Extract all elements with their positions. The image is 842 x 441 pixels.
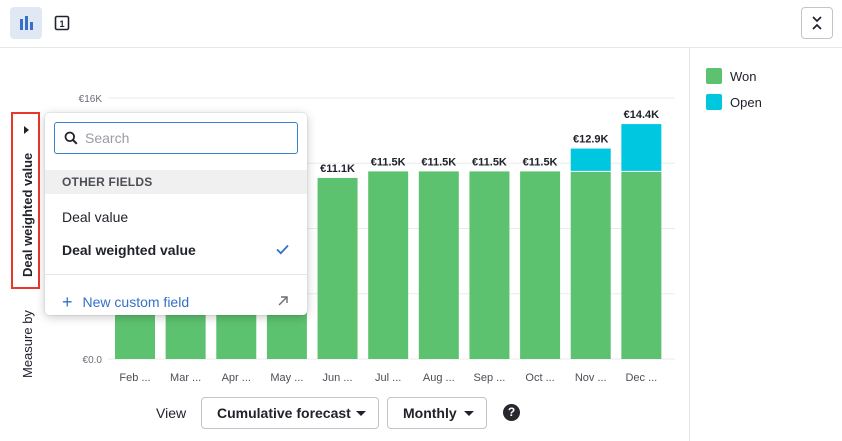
legend-label: Won — [730, 68, 757, 84]
bar-won — [520, 171, 561, 359]
bar-chart-icon — [20, 16, 33, 30]
external-link-icon — [278, 296, 288, 306]
panel-divider — [689, 48, 690, 441]
menu-item-deal-weighted-value[interactable]: Deal weighted value — [45, 234, 307, 266]
bar-won — [570, 171, 611, 359]
menu-item-label: Deal weighted value — [62, 242, 196, 258]
x-tick-label: Aug ... — [423, 372, 455, 384]
bar-total-label: €11.5K — [421, 156, 456, 168]
search-field[interactable] — [54, 122, 298, 154]
chart-view-button[interactable] — [10, 7, 42, 39]
bar-won — [621, 171, 662, 359]
single-value-view-button[interactable]: 1 — [46, 7, 78, 39]
legend-swatch-open — [706, 94, 722, 110]
x-tick-label: May ... — [270, 372, 303, 384]
collapse-button[interactable] — [801, 7, 833, 39]
measure-dropdown: OTHER FIELDS Deal value Deal weighted va… — [45, 113, 307, 315]
svg-text:1: 1 — [59, 19, 64, 29]
menu-item-deal-value[interactable]: Deal value — [45, 201, 307, 233]
legend-item-open[interactable]: Open — [706, 89, 762, 115]
bar-open — [621, 124, 662, 172]
chevron-down-icon — [464, 411, 474, 416]
section-header-other-fields: OTHER FIELDS — [45, 170, 307, 194]
top-toolbar: 1 — [0, 0, 842, 48]
x-tick-label: Feb ... — [119, 372, 150, 384]
new-custom-field-label: New custom field — [82, 294, 190, 310]
x-tick-label: Jul ... — [375, 372, 401, 384]
measure-selector[interactable]: Deal weighted value — [11, 112, 40, 289]
chevron-down-icon — [356, 411, 366, 416]
single-number-icon: 1 — [54, 15, 70, 31]
measure-selected-value: Deal weighted value — [20, 152, 35, 277]
plus-icon: + — [62, 292, 73, 312]
interval-select-value: Monthly — [403, 405, 457, 421]
bar-total-label: €11.5K — [371, 156, 406, 168]
x-tick-label: Mar ... — [170, 372, 201, 384]
chart-controls: View Cumulative forecast Monthly ? — [0, 397, 690, 429]
chart-legend: Won Open — [706, 63, 762, 115]
bar-won — [368, 171, 409, 359]
bar-won — [317, 177, 358, 359]
measure-by-label: Measure by — [20, 310, 35, 378]
chart-labels: €0.0 €16K Feb ... Mar ... Apr ... May ... €11.… — [79, 94, 660, 384]
x-tick-label: Nov ... — [575, 372, 607, 384]
legend-item-won[interactable]: Won — [706, 63, 762, 89]
x-tick-label: Jun ... — [323, 372, 353, 384]
x-tick-label: Dec ... — [625, 372, 657, 384]
bar-total-label: €14.4K — [624, 109, 660, 121]
forecast-select-value: Cumulative forecast — [217, 405, 351, 421]
search-input[interactable] — [85, 130, 297, 146]
bar-won — [469, 171, 510, 359]
expand-arrow-icon — [24, 126, 29, 134]
y-tick-label: €0.0 — [83, 355, 103, 366]
bar-won — [418, 171, 459, 359]
legend-label: Open — [730, 94, 762, 110]
x-tick-label: Sep ... — [474, 372, 506, 384]
search-icon — [64, 131, 78, 145]
bar-total-label: €11.1K — [320, 163, 355, 175]
x-tick-label: Oct ... — [525, 372, 554, 384]
bar-total-label: €11.5K — [472, 156, 507, 168]
bar-total-label: €12.9K — [573, 134, 609, 146]
y-tick-label: €16K — [79, 94, 103, 105]
x-tick-label: Apr ... — [222, 372, 251, 384]
checkmark-icon — [276, 244, 289, 255]
legend-swatch-won — [706, 68, 722, 84]
new-custom-field-link[interactable]: + New custom field — [45, 286, 307, 318]
bar-total-label: €11.5K — [523, 156, 558, 168]
bar-open — [570, 148, 611, 172]
menu-separator — [45, 274, 307, 275]
collapse-icon — [812, 16, 822, 30]
help-icon[interactable]: ? — [503, 404, 520, 421]
interval-select[interactable]: Monthly — [387, 397, 487, 429]
forecast-select[interactable]: Cumulative forecast — [201, 397, 379, 429]
view-label: View — [156, 405, 187, 421]
menu-item-label: Deal value — [62, 209, 129, 225]
